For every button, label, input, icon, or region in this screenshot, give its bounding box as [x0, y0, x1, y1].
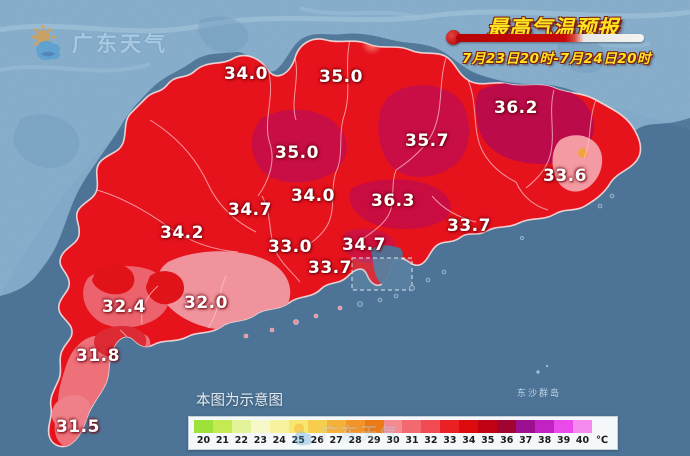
legend-color-swatch	[326, 420, 346, 433]
legend-tick-label: 26	[310, 435, 324, 446]
coastal-islands	[243, 193, 615, 339]
legend-tick-label: 28	[348, 435, 362, 446]
legend-color-swatch	[516, 420, 536, 433]
forecast-date-range: 7月23日20时-7月24日20时	[462, 51, 652, 67]
legend-tick-label: 24	[272, 435, 286, 446]
legend-tick-label: 35	[481, 435, 495, 446]
dashed-inset-box	[351, 257, 413, 291]
terrain-north	[0, 0, 690, 296]
legend-color-swatch	[402, 420, 422, 433]
legend-tick-label: 29	[367, 435, 381, 446]
legend-color-swatch	[535, 420, 555, 433]
legend-color-swatch	[478, 420, 498, 433]
legend-tick-label: 33	[443, 435, 457, 446]
legend-color-swatch	[250, 420, 270, 433]
thermometer-tube	[456, 33, 644, 42]
legend-color-swatch	[459, 420, 479, 433]
legend-color-swatch	[364, 420, 384, 433]
legend-numbers-row: 20 21 22 23 24 25 26 27 28 29 30 31 32 33 34 35 36 37 38 39…	[194, 433, 612, 448]
legend-color-swatch	[383, 420, 403, 433]
legend-color-swatch	[421, 420, 441, 433]
legend-color-swatch	[440, 420, 460, 433]
legend-tick-label: 23	[253, 435, 267, 446]
dongsha-islands-dots	[536, 364, 549, 374]
legend-tick-label: 21	[215, 435, 230, 446]
legend-tick-label: 32	[424, 435, 438, 446]
legend-numbers: 20 21 22 23 24 25 26 27 28 29 30 31 32 33 34 35 36 37 38 39…	[194, 433, 592, 448]
legend-tick-label: 34	[462, 435, 476, 446]
legend-color-swatch	[288, 420, 308, 433]
legend-color-swatch	[269, 420, 289, 433]
legend-tick-label: 38	[538, 435, 552, 446]
legend-color-swatch	[345, 420, 365, 433]
legend-tick-label: 36	[500, 435, 514, 446]
legend-tick-label: 22	[234, 435, 248, 446]
legend-color-swatch	[554, 420, 574, 433]
legend-unit: ℃	[595, 435, 609, 446]
legend-tick-label: 39	[556, 435, 571, 446]
legend-tick-label: 30	[386, 435, 400, 446]
legend-tick-label: 27	[329, 435, 343, 446]
legend-tick-label: 20	[196, 435, 211, 446]
legend-tick-label: 31	[405, 435, 419, 446]
temperature-legend: 20 21 22 23 24 25 26 27 28 29 30 31 32 33 34 35 36 37 38 39…	[188, 416, 618, 450]
legend-color-swatch	[307, 420, 327, 433]
legend-color-swatch	[231, 420, 251, 433]
legend-color-swatch	[497, 420, 517, 433]
legend-tick-label: 37	[519, 435, 533, 446]
map-note: 本图为示意图	[196, 393, 283, 409]
legend-color-swatch	[212, 420, 232, 433]
pearl-river-estuary	[370, 245, 403, 288]
thermometer-icon	[446, 29, 644, 45]
legend-tick-label: 25	[291, 435, 305, 446]
legend-tick-label: 40	[575, 435, 590, 446]
dongsha-islands-label: 东沙群岛	[517, 389, 562, 399]
legend-color-swatch	[573, 420, 593, 433]
legend-color-swatch	[194, 420, 213, 433]
legend-bar	[194, 420, 593, 433]
